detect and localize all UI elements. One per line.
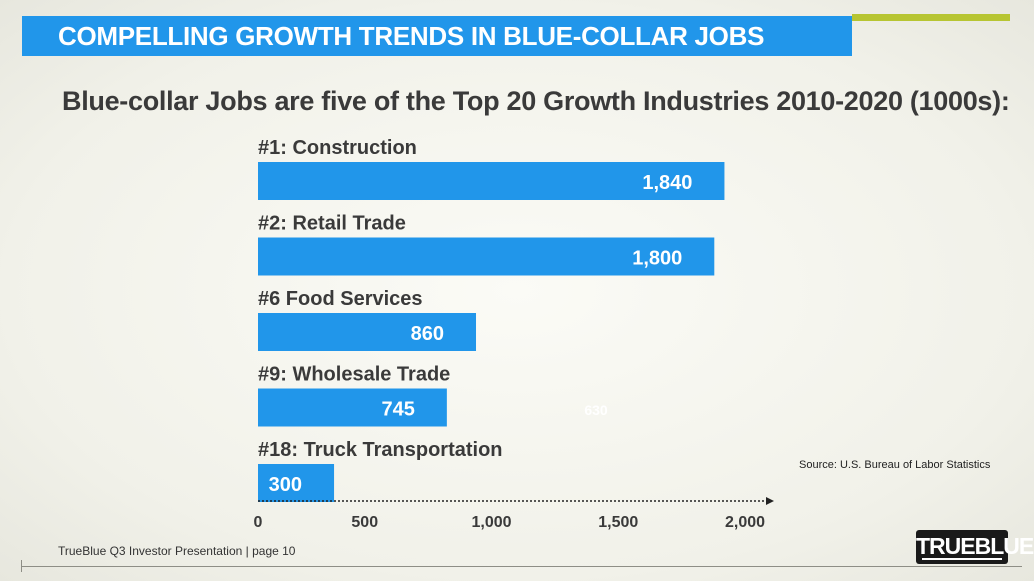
title-bar <box>22 16 852 56</box>
category-label: #6 Food Services <box>258 288 423 310</box>
x-tick-label: 1,000 <box>471 514 511 531</box>
value-label: 860 <box>411 323 444 345</box>
page-title: COMPELLING GROWTH TRENDS IN BLUE-COLLAR … <box>58 21 765 51</box>
bar <box>258 162 725 200</box>
value-label: 1,840 <box>642 172 692 194</box>
trueblue-logo: TRUEBLUE <box>916 530 1034 564</box>
stray-label: 630 <box>584 402 608 418</box>
bar <box>258 237 715 276</box>
x-tick-label: 1,500 <box>598 514 638 531</box>
category-label: #2: Retail Trade <box>258 213 406 235</box>
bar <box>258 313 477 351</box>
value-label: 1,800 <box>632 248 682 270</box>
bar <box>258 464 335 502</box>
source-note: Source: U.S. Bureau of Labor Statistics <box>799 459 991 471</box>
category-label: #9: Wholesale Trade <box>258 364 450 386</box>
category-label: #1: Construction <box>258 137 417 159</box>
x-tick-label: 0 <box>254 514 263 531</box>
logo-underline <box>922 558 1002 560</box>
accent-line <box>852 14 1010 21</box>
value-label: 745 <box>381 399 414 421</box>
x-axis-arrow <box>766 497 774 505</box>
bar <box>258 388 447 427</box>
footer-text: TrueBlue Q3 Investor Presentation | page… <box>58 544 296 558</box>
chart-title: Blue-collar Jobs are five of the Top 20 … <box>62 86 1010 116</box>
x-tick-label: 2,000 <box>725 514 765 531</box>
footer-tick <box>21 560 22 572</box>
bars-group: #1: Construction 1,840 #2: Retail Trade 1,8… <box>258 137 725 502</box>
category-label: #18: Truck Transportation <box>258 439 503 461</box>
x-tick-label: 500 <box>351 514 378 531</box>
x-axis: 0 500 1,000 1,500 2,000 <box>254 497 774 531</box>
footer-line <box>22 566 1022 567</box>
logo-text: TRUEBLUE <box>916 533 1034 559</box>
value-label: 300 <box>269 474 302 496</box>
